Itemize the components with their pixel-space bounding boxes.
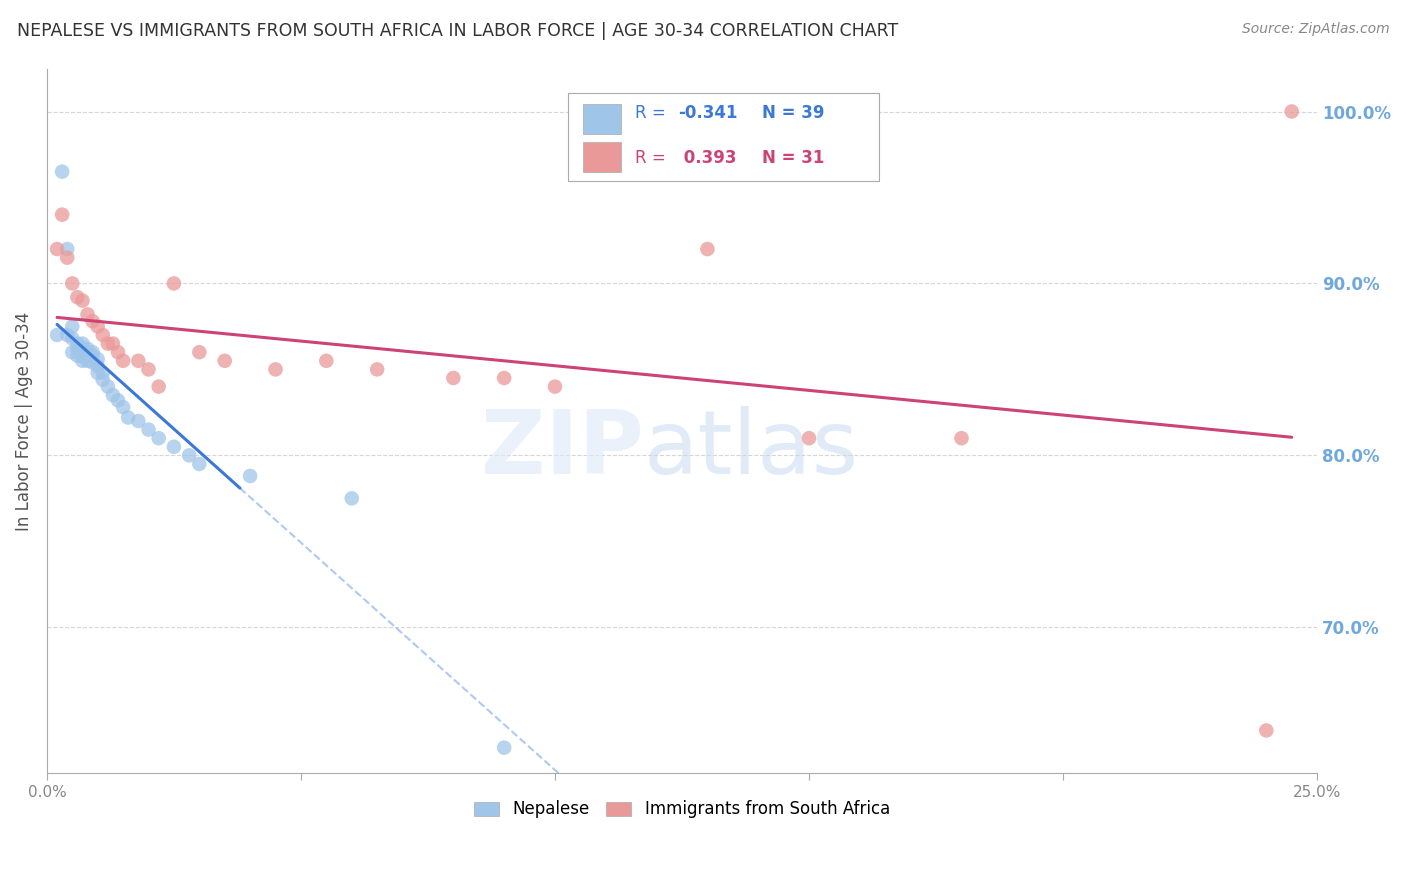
Point — [60, 319, 83, 334]
FancyBboxPatch shape — [583, 104, 621, 134]
Point — [72, 353, 94, 368]
Point — [950, 431, 973, 445]
Point — [56, 328, 79, 343]
Point — [340, 491, 363, 506]
Point — [1256, 723, 1278, 738]
Point — [138, 423, 160, 437]
FancyBboxPatch shape — [583, 143, 621, 172]
Point — [101, 336, 124, 351]
Text: NEPALESE VS IMMIGRANTS FROM SOUTH AFRICA IN LABOR FORCE | AGE 30-34 CORRELATION : NEPALESE VS IMMIGRANTS FROM SOUTH AFRICA… — [17, 22, 898, 40]
Point — [60, 331, 83, 345]
Point — [1281, 104, 1303, 119]
Point — [163, 440, 186, 454]
Point — [91, 373, 114, 387]
Point — [66, 336, 89, 351]
Text: N = 31: N = 31 — [762, 148, 824, 167]
Point — [72, 342, 94, 356]
Point — [494, 371, 516, 385]
Point — [544, 379, 567, 393]
Point — [97, 379, 120, 393]
Point — [138, 362, 160, 376]
Point — [46, 328, 69, 343]
Text: Source: ZipAtlas.com: Source: ZipAtlas.com — [1241, 22, 1389, 37]
Point — [107, 393, 129, 408]
Point — [86, 352, 108, 367]
Point — [188, 457, 211, 471]
Point — [76, 307, 98, 321]
Point — [214, 353, 236, 368]
Point — [51, 164, 73, 178]
Point — [72, 349, 94, 363]
Point — [76, 349, 98, 363]
Point — [239, 469, 262, 483]
Text: R =: R = — [636, 104, 671, 122]
Point — [441, 371, 464, 385]
FancyBboxPatch shape — [568, 93, 879, 181]
Point — [56, 242, 79, 256]
Point — [696, 242, 718, 256]
Point — [264, 362, 287, 376]
Text: N = 39: N = 39 — [762, 104, 824, 122]
Point — [76, 342, 98, 356]
Point — [366, 362, 388, 376]
Point — [797, 431, 820, 445]
Point — [148, 379, 170, 393]
Point — [112, 401, 135, 415]
Point — [117, 410, 139, 425]
Point — [76, 353, 98, 368]
Point — [97, 336, 120, 351]
Point — [66, 290, 89, 304]
Point — [82, 355, 104, 369]
Point — [112, 353, 135, 368]
Point — [188, 345, 211, 359]
Point — [91, 328, 114, 343]
Point — [66, 349, 89, 363]
Point — [60, 345, 83, 359]
Point — [179, 448, 201, 462]
Y-axis label: In Labor Force | Age 30-34: In Labor Force | Age 30-34 — [15, 311, 32, 531]
Text: -0.341: -0.341 — [678, 104, 738, 122]
Point — [86, 319, 108, 334]
Point — [82, 314, 104, 328]
Point — [86, 359, 108, 373]
Point — [315, 353, 337, 368]
Point — [82, 349, 104, 363]
Point — [60, 277, 83, 291]
Text: atlas: atlas — [644, 406, 859, 492]
Point — [82, 345, 104, 359]
Point — [66, 342, 89, 356]
Point — [101, 388, 124, 402]
Point — [127, 414, 149, 428]
Point — [56, 251, 79, 265]
Point — [91, 366, 114, 380]
Point — [127, 353, 149, 368]
Text: 0.393: 0.393 — [678, 148, 737, 167]
Point — [51, 208, 73, 222]
Legend: Nepalese, Immigrants from South Africa: Nepalese, Immigrants from South Africa — [467, 794, 897, 825]
Point — [46, 242, 69, 256]
Point — [72, 336, 94, 351]
Point — [148, 431, 170, 445]
Point — [494, 740, 516, 755]
Text: ZIP: ZIP — [481, 406, 644, 492]
Point — [163, 277, 186, 291]
Text: R =: R = — [636, 148, 671, 167]
Point — [86, 366, 108, 380]
Point — [72, 293, 94, 308]
Point — [107, 345, 129, 359]
